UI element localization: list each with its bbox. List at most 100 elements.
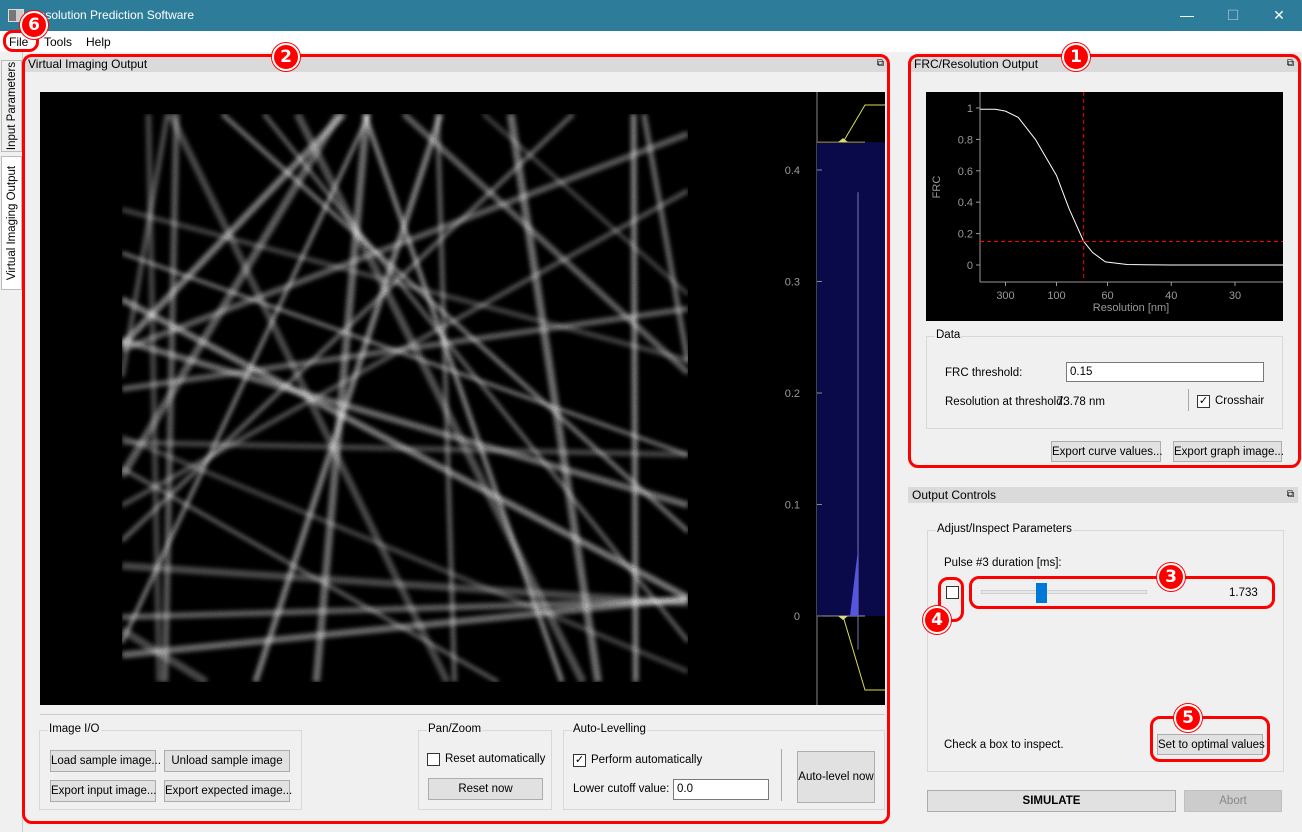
auto-levelling-group: Auto-Levelling ✓ Perform automatically L… xyxy=(563,723,885,810)
set-optimal-values-button[interactable]: Set to optimal values xyxy=(1157,734,1265,755)
menu-help[interactable]: Help xyxy=(86,35,111,49)
annotation-box-3 xyxy=(969,576,1275,609)
frc-chart[interactable]: 0 0.2 0.4 0.6 0.8 1 300 100 60 40 30 Resolution [nm… xyxy=(926,92,1283,321)
virtual-imaging-dock: Virtual Imaging Output ⧉ 0 0.1 0.2 0.3 0.4 Im… xyxy=(24,56,888,826)
side-tabs: Input Parameters Virtual Imaging Output xyxy=(0,52,23,832)
image-viewer[interactable]: 0 0.1 0.2 0.3 0.4 xyxy=(40,92,885,705)
title-bar: Resolution Prediction Software — ☐ ✕ xyxy=(0,0,1302,31)
histogram-tick-label: 0 xyxy=(794,611,800,623)
close-icon[interactable]: ✕ xyxy=(1273,7,1285,23)
tab-input-parameters[interactable]: Input Parameters xyxy=(1,60,22,152)
annotation-box-2 xyxy=(22,54,890,824)
y-axis-label: FRC xyxy=(931,176,943,199)
perform-automatically-checkbox[interactable]: ✓ xyxy=(573,754,586,767)
export-curve-values-button[interactable]: Export curve values... xyxy=(1051,441,1163,462)
histogram-tick-label: 0.1 xyxy=(785,500,800,512)
max-level-handle xyxy=(838,138,848,143)
reset-automatically-checkbox[interactable] xyxy=(427,753,440,766)
pulse-duration-slider[interactable] xyxy=(981,583,1147,603)
auto-level-now-button[interactable]: Auto-level now xyxy=(797,751,875,803)
gradient-link-bottom xyxy=(842,615,885,691)
dock-title: FRC/Resolution Output xyxy=(914,57,1039,71)
y-tick-label: 1 xyxy=(967,103,973,115)
gradient-link-top xyxy=(842,104,885,143)
output-controls-dock: Output Controls ⧉ Adjust/Inspect Paramete… xyxy=(908,487,1298,827)
image-io-group: Image I/O Load sample image... Unload sa… xyxy=(39,723,302,810)
y-tick-label: 0.8 xyxy=(958,134,973,146)
maximize-icon[interactable]: ☐ xyxy=(1226,7,1240,23)
inspect-checkbox[interactable] xyxy=(946,586,959,599)
export-graph-image-button[interactable]: Export graph image... xyxy=(1173,441,1284,462)
resolution-at-threshold-value: 73.78 nm xyxy=(1057,396,1105,408)
pulse-duration-label: Pulse #3 duration [ms]: xyxy=(944,557,1062,569)
annotation-badge-2: 2 xyxy=(272,43,300,71)
float-icon[interactable]: ⧉ xyxy=(1286,58,1294,69)
y-tick-label: 0.2 xyxy=(958,229,973,241)
annotation-box-1 xyxy=(908,54,1301,468)
inspect-hint: Check a box to inspect. xyxy=(944,739,1064,751)
x-tick-label: 60 xyxy=(1101,290,1113,302)
annotation-badge-1: 1 xyxy=(1062,43,1090,71)
histogram-tick-label: 0.2 xyxy=(785,388,800,400)
export-expected-image-button[interactable]: Export expected image... xyxy=(164,780,292,802)
slider-thumb[interactable] xyxy=(1036,583,1048,603)
crosshair-label: Crosshair xyxy=(1215,395,1265,407)
window-title: Resolution Prediction Software xyxy=(30,8,195,22)
perform-automatically-label: Perform automatically xyxy=(591,754,703,766)
group-title: Adjust/Inspect Parameters xyxy=(936,523,1073,535)
frc-threshold-label: FRC threshold: xyxy=(945,367,1023,379)
histogram-fill xyxy=(850,549,858,616)
float-icon[interactable]: ⧉ xyxy=(1286,489,1294,500)
group-title: Pan/Zoom xyxy=(427,723,483,735)
separator xyxy=(781,749,782,801)
x-tick-label: 30 xyxy=(1229,290,1241,302)
group-title: Image I/O xyxy=(48,723,101,735)
sample-image xyxy=(122,114,688,682)
dock-header: Output Controls ⧉ xyxy=(908,487,1298,503)
data-group: Data FRC threshold: 0.15 Resolution at t… xyxy=(926,329,1283,429)
annotation-box-5 xyxy=(1150,716,1270,762)
x-tick-label: 300 xyxy=(996,290,1014,302)
abort-button[interactable]: Abort xyxy=(1184,790,1282,812)
y-tick-label: 0.6 xyxy=(958,166,973,178)
min-level-handle xyxy=(838,616,848,620)
minimize-icon[interactable]: — xyxy=(1180,7,1194,23)
frc-threshold-input[interactable]: 0.15 xyxy=(1066,362,1264,382)
menu-tools[interactable]: Tools xyxy=(44,35,73,49)
annotation-badge-6: 6 xyxy=(20,11,48,39)
lower-cutoff-input[interactable]: 0.0 xyxy=(673,779,769,800)
simulate-button[interactable]: SIMULATE xyxy=(927,790,1176,812)
annotation-badge-5: 5 xyxy=(1174,704,1202,732)
x-tick-label: 100 xyxy=(1047,290,1065,302)
histogram-tick-label: 0.3 xyxy=(785,277,800,289)
crosshair-checkbox[interactable]: ✓ xyxy=(1197,395,1210,408)
load-sample-image-button[interactable]: Load sample image... xyxy=(50,750,161,772)
level-region xyxy=(817,142,885,616)
x-tick-label: 40 xyxy=(1165,290,1177,302)
annotation-badge-3: 3 xyxy=(1157,563,1185,591)
pan-zoom-group: Pan/Zoom Reset automatically Reset now xyxy=(418,723,552,810)
histogram-widget[interactable]: 0 0.1 0.2 0.3 0.4 xyxy=(770,92,885,705)
dock-header: FRC/Resolution Output ⧉ xyxy=(910,56,1298,72)
frc-dock: FRC/Resolution Output ⧉ 0 0.2 0.4 0.6 0.8 1 300… xyxy=(910,56,1298,466)
tab-label: Virtual Imaging Output xyxy=(5,165,18,281)
x-axis-label: Resolution [nm] xyxy=(1093,302,1169,314)
annotation-box-4 xyxy=(938,577,964,622)
group-title: Auto-Levelling xyxy=(572,723,647,735)
histogram-tick-label: 0.4 xyxy=(785,165,800,177)
tab-label: Input Parameters xyxy=(5,61,18,151)
unload-sample-image-button[interactable]: Unload sample image xyxy=(164,750,290,772)
resolution-at-threshold-label: Resolution at threshold: xyxy=(945,396,1066,408)
menu-file[interactable]: File xyxy=(9,35,29,49)
dock-title: Virtual Imaging Output xyxy=(28,57,148,71)
adjust-inspect-group: Adjust/Inspect Parameters Pulse #3 durat… xyxy=(927,523,1284,772)
y-tick-label: 0.4 xyxy=(958,197,973,209)
y-tick-label: 0 xyxy=(967,260,973,272)
export-input-image-button[interactable]: Export input image... xyxy=(50,780,156,802)
reset-automatically-label: Reset automatically xyxy=(445,753,546,765)
slider-value: 1.733 xyxy=(1229,587,1258,599)
dock-header: Virtual Imaging Output ⧉ xyxy=(24,56,888,72)
lower-cutoff-label: Lower cutoff value: xyxy=(573,783,670,795)
reset-now-button[interactable]: Reset now xyxy=(428,778,543,800)
tab-virtual-imaging-output[interactable]: Virtual Imaging Output xyxy=(1,156,22,290)
